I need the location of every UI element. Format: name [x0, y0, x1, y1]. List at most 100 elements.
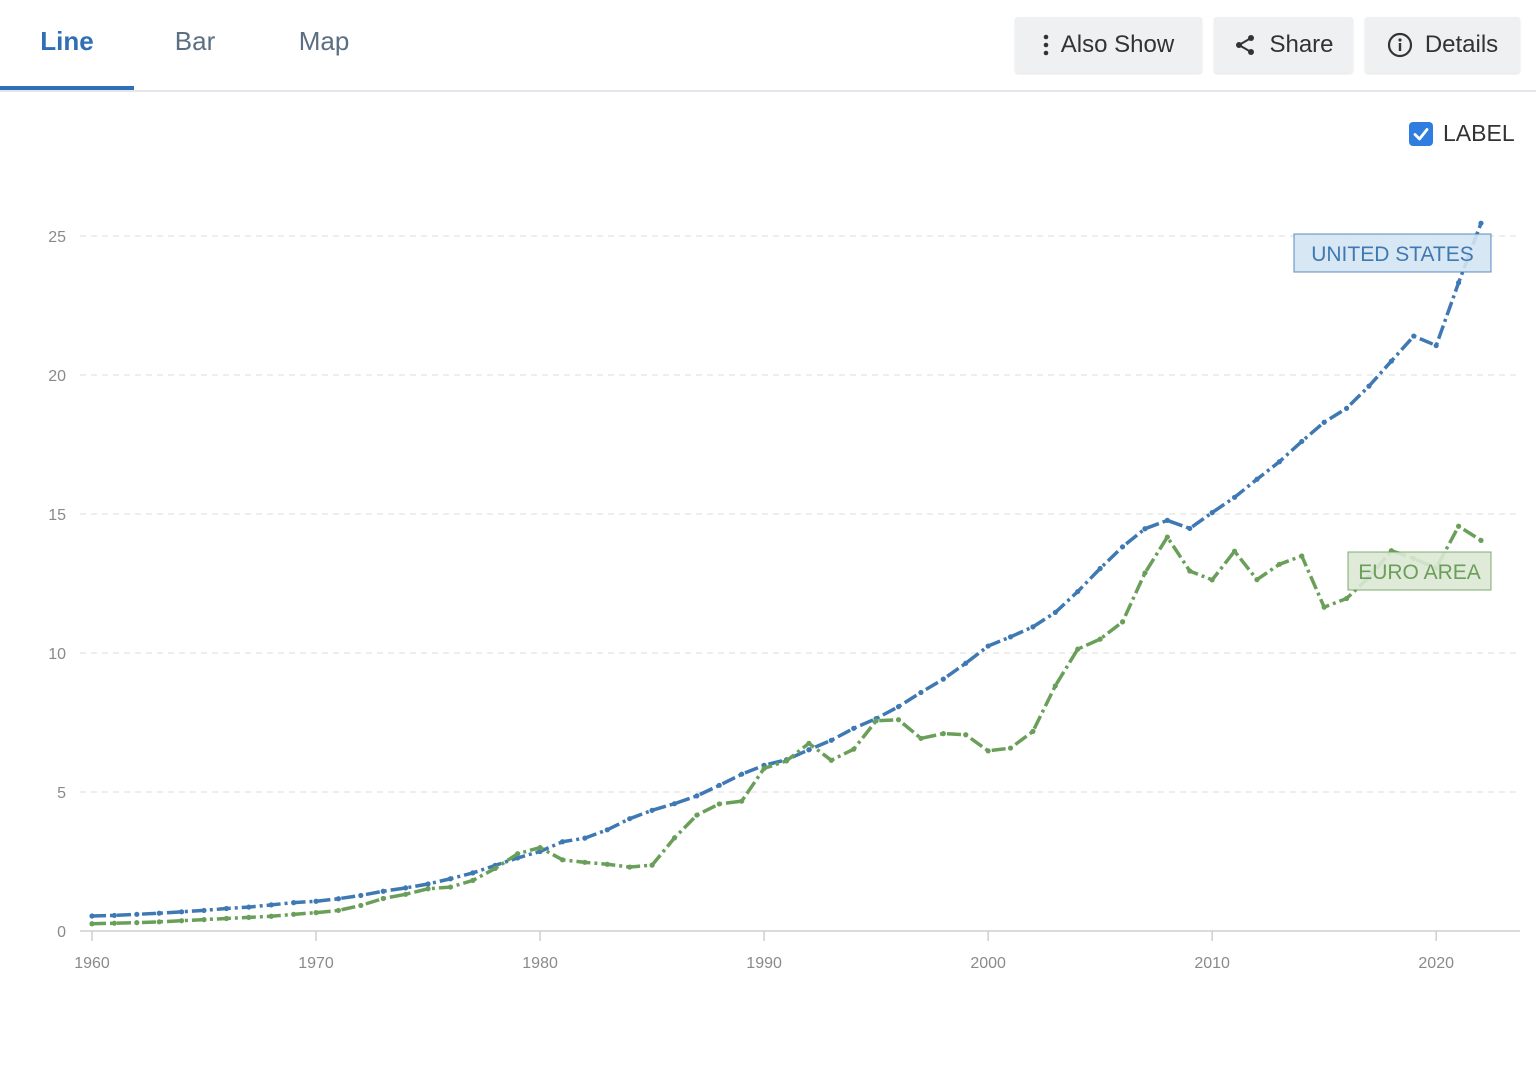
- data-point: [671, 801, 678, 807]
- data-point: [1321, 419, 1327, 425]
- data-point: [604, 827, 610, 833]
- data-point: [1231, 494, 1238, 500]
- data-point: [201, 907, 207, 914]
- data-point: [649, 862, 655, 868]
- tab-line[interactable]: Line: [0, 0, 134, 90]
- data-point: [313, 910, 319, 916]
- x-tick-label: 1980: [522, 955, 558, 972]
- data-point: [156, 919, 162, 925]
- data-point: [111, 920, 118, 926]
- data-point: [1209, 510, 1215, 516]
- data-point: [985, 748, 991, 754]
- series-label-text: EURO AREA: [1358, 561, 1481, 584]
- data-point: [313, 898, 319, 904]
- data-point: [470, 877, 476, 884]
- details-button[interactable]: Details: [1365, 17, 1520, 73]
- label-checkbox[interactable]: [1409, 121, 1433, 146]
- data-point: [1119, 619, 1126, 625]
- data-point: [851, 725, 857, 731]
- data-point: [1478, 537, 1484, 544]
- data-point: [627, 816, 633, 822]
- series-label-text: UNITED STATES: [1311, 243, 1474, 266]
- label-toggle-text: LABEL: [1443, 120, 1515, 146]
- data-point: [671, 835, 678, 841]
- x-tick-label: 1960: [74, 955, 110, 972]
- data-point: [1366, 383, 1372, 389]
- series-label-box: [1347, 551, 1492, 591]
- data-point: [1052, 609, 1058, 616]
- data-point: [1209, 577, 1215, 583]
- x-tick-label: 1970: [298, 955, 334, 972]
- data-point: [1030, 728, 1036, 734]
- data-point: [1142, 570, 1148, 576]
- data-point: [447, 884, 454, 890]
- data-point: [806, 740, 812, 746]
- data-point: [1097, 636, 1103, 642]
- data-point: [582, 835, 588, 841]
- x-tick-label: 2000: [970, 955, 1006, 972]
- y-tick-label: 25: [48, 229, 66, 246]
- series-label-box: [1293, 233, 1492, 273]
- data-point: [627, 864, 633, 870]
- data-point: [649, 807, 655, 813]
- y-tick-label: 5: [57, 785, 66, 802]
- series-label-0: UNITED STATES: [1293, 233, 1492, 273]
- y-tick-label: 10: [48, 646, 66, 663]
- data-point: [515, 851, 521, 857]
- data-point: [1187, 525, 1193, 532]
- data-point: [1343, 405, 1350, 411]
- data-point: [1254, 476, 1260, 482]
- data-point: [1455, 523, 1462, 529]
- data-point: [918, 689, 924, 696]
- data-point: [1343, 595, 1350, 602]
- data-point: [403, 885, 409, 891]
- data-point: [783, 758, 790, 764]
- also-show-button[interactable]: Also Show: [1015, 17, 1202, 73]
- data-point: [1007, 634, 1014, 640]
- data-point: [223, 915, 230, 922]
- data-point: [291, 911, 297, 917]
- data-point: [425, 886, 431, 892]
- data-point: [1231, 548, 1238, 554]
- data-point: [89, 913, 95, 919]
- data-point: [940, 731, 946, 737]
- data-point: [223, 905, 230, 912]
- data-point: [134, 920, 140, 926]
- data-point: [985, 643, 991, 649]
- data-point: [1321, 604, 1327, 610]
- tab-bar[interactable]: Bar: [174, 26, 216, 56]
- data-point: [604, 861, 610, 867]
- x-tick-label: 2020: [1418, 955, 1454, 972]
- tab-map[interactable]: Map: [298, 26, 350, 56]
- data-point: [873, 718, 879, 724]
- data-point: [403, 891, 409, 897]
- data-point: [963, 732, 969, 738]
- info-icon: [1387, 32, 1413, 58]
- data-point: [1052, 683, 1058, 689]
- y-tick-label: 15: [48, 507, 66, 524]
- data-point: [1299, 553, 1305, 559]
- data-point: [851, 746, 857, 752]
- checkmark-icon: [1413, 127, 1429, 140]
- data-point: [425, 881, 431, 887]
- data-point: [694, 812, 700, 818]
- series-label-1: EURO AREA: [1347, 551, 1492, 591]
- series-group: [89, 220, 1484, 927]
- x-axis: 1960 1970 1980 1990 2000 2010 2020: [74, 930, 1520, 972]
- data-point: [111, 912, 118, 919]
- share-button[interactable]: Share: [1214, 17, 1353, 73]
- data-point: [716, 801, 722, 807]
- data-point: [291, 900, 297, 906]
- data-point: [380, 895, 386, 902]
- data-point: [1030, 624, 1036, 630]
- data-point: [895, 704, 902, 710]
- data-point: [918, 735, 924, 741]
- y-tick-label: 20: [48, 368, 66, 385]
- grid-lines: 0 5 10 15 20 25: [48, 229, 1520, 941]
- data-point: [828, 737, 834, 743]
- data-point: [268, 913, 274, 919]
- data-point: [739, 771, 745, 777]
- data-point: [1388, 358, 1394, 364]
- data-point: [89, 921, 95, 927]
- label-toggle[interactable]: LABEL: [1409, 120, 1515, 147]
